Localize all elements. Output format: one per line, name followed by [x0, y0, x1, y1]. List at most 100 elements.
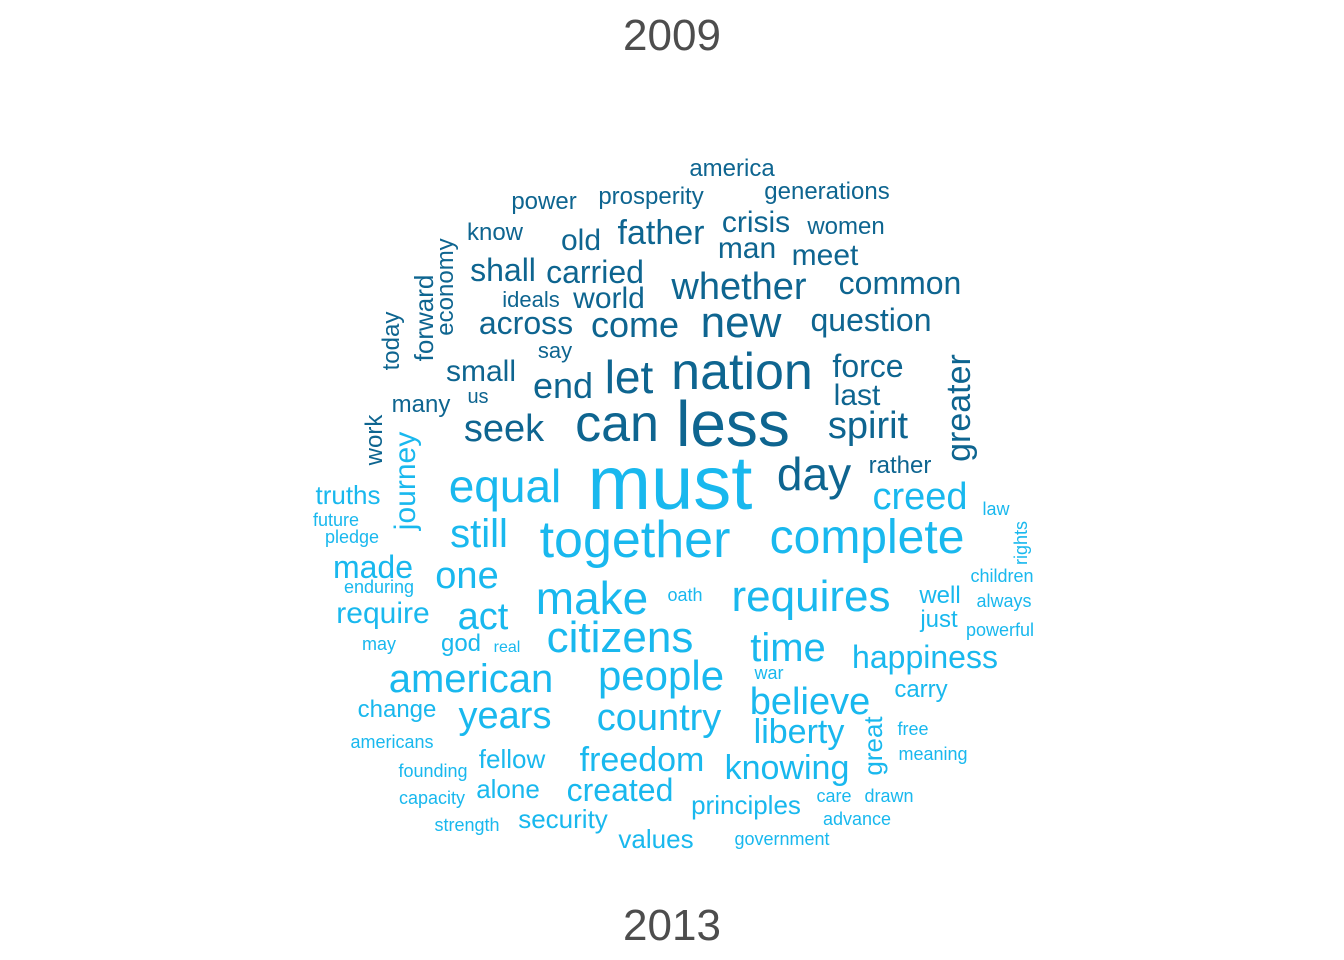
word-2013-founding: founding — [398, 761, 468, 781]
word-2013-one: one — [435, 555, 499, 597]
word-2013-change: change — [357, 696, 437, 723]
word-2013-law: law — [982, 499, 1010, 519]
word-2013-pledge: pledge — [324, 527, 380, 547]
word-2009-whether: whether — [671, 266, 807, 308]
word-2009-man: man — [717, 232, 777, 265]
word-2009-across: across — [478, 305, 574, 341]
word-2013-must: must — [587, 441, 753, 526]
word-2013-alone: alone — [476, 774, 540, 804]
word-2013-believe: believe — [749, 681, 871, 723]
word-2009-us: us — [467, 386, 489, 408]
word-2013-requires: requires — [731, 572, 891, 621]
word-2013-security: security — [518, 804, 608, 834]
word-2013-future: future — [312, 510, 360, 530]
word-2009-many: many — [391, 391, 451, 418]
word-2009-less: less — [676, 388, 790, 460]
word-2009-old: old — [560, 224, 602, 257]
word-2009-power: power — [511, 188, 577, 215]
word-2013-american: american — [388, 657, 554, 701]
word-2013-complete: complete — [769, 511, 965, 564]
word-2013-require: require — [336, 597, 430, 630]
word-2013-strength: strength — [434, 815, 500, 835]
word-2013-oath: oath — [667, 585, 703, 605]
word-2013-children: children — [970, 566, 1034, 586]
word-2013-great: great — [858, 716, 888, 776]
word-2013-carry: carry — [894, 676, 948, 703]
word-2009-forward: forward — [409, 274, 439, 362]
word-2009-say: say — [537, 338, 573, 363]
word-2013-enduring: enduring — [343, 577, 415, 597]
word-2013-happiness: happiness — [852, 639, 998, 675]
word-2009-ideals: ideals — [502, 287, 560, 312]
word-2009-crisis: crisis — [721, 206, 791, 239]
word-2013-make: make — [535, 572, 649, 624]
word-2013-journey: journey — [389, 431, 422, 531]
word-2013-freedom: freedom — [579, 741, 705, 779]
word-2013-knowing: knowing — [724, 749, 850, 787]
word-2013-truths: truths — [315, 480, 381, 510]
word-2009-prosperity: prosperity — [598, 183, 704, 210]
word-2013-years: years — [458, 695, 552, 737]
word-2009-carried: carried — [546, 254, 644, 290]
word-2009-know: know — [466, 219, 524, 246]
word-2009-day: day — [776, 448, 852, 500]
word-2013-creed: creed — [872, 476, 968, 518]
word-2013-time: time — [750, 626, 826, 670]
word-2013-rights: rights — [1011, 520, 1031, 566]
word-2013-citizens: citizens — [546, 613, 694, 662]
word-2013-real: real — [493, 639, 521, 656]
word-2013-war: war — [754, 663, 784, 683]
word-2013-people: people — [597, 652, 725, 699]
word-2009-last: last — [833, 379, 881, 412]
word-2013-together: together — [539, 511, 731, 569]
word-2009-meet: meet — [791, 239, 859, 272]
word-2009-america: america — [689, 155, 775, 182]
word-2013-always: always — [976, 591, 1032, 611]
word-2009-force: force — [832, 348, 904, 384]
word-2009-generations: generations — [764, 178, 890, 205]
word-2009-come: come — [590, 304, 680, 345]
word-2013-drawn: drawn — [864, 786, 914, 806]
word-2009-let: let — [604, 351, 654, 403]
word-2009-father: father — [617, 214, 705, 252]
word-2013-powerful: powerful — [965, 620, 1035, 640]
word-2013-government: government — [734, 829, 830, 849]
word-2009-seek: seek — [463, 408, 545, 450]
word-2013-god: god — [440, 630, 482, 657]
word-2013-fellow: fellow — [478, 744, 546, 774]
word-2013-values: values — [618, 824, 694, 854]
word-2009-today: today — [378, 311, 405, 371]
word-2009-common: common — [838, 265, 962, 301]
group-label-2013: 2013 — [623, 901, 721, 950]
word-2013-created: created — [566, 772, 674, 808]
word-2009-world: world — [573, 282, 645, 315]
word-2013-americans: americans — [350, 732, 434, 752]
word-2013-equal: equal — [448, 460, 562, 512]
word-2009-shall: shall — [470, 252, 536, 288]
word-2013-meaning: meaning — [898, 744, 968, 764]
word-2013-act: act — [457, 596, 509, 638]
word-2009-small: small — [445, 355, 517, 388]
word-2009-new: new — [700, 298, 782, 347]
word-2013-just: just — [920, 606, 958, 633]
group-label-2009: 2009 — [623, 11, 721, 60]
word-2013-capacity: capacity — [398, 788, 466, 808]
word-2013-care: care — [816, 786, 852, 806]
word-2013-liberty: liberty — [753, 713, 845, 751]
word-2013-advance: advance — [822, 809, 892, 829]
word-2009-spirit: spirit — [827, 405, 909, 447]
word-2009-rather: rather — [868, 452, 932, 479]
word-2009-nation: nation — [671, 343, 813, 401]
word-2009-work: work — [361, 414, 388, 466]
word-2013-still: still — [450, 512, 508, 556]
word-2013-free: free — [897, 719, 929, 739]
word-2013-principles: principles — [691, 790, 801, 820]
word-2013-may: may — [361, 634, 397, 654]
word-2009-can: can — [575, 395, 659, 453]
word-2009-women: women — [807, 213, 885, 240]
word-2013-made: made — [332, 549, 414, 585]
word-2013-country: country — [596, 697, 722, 739]
word-2009-greater: greater — [940, 354, 978, 462]
